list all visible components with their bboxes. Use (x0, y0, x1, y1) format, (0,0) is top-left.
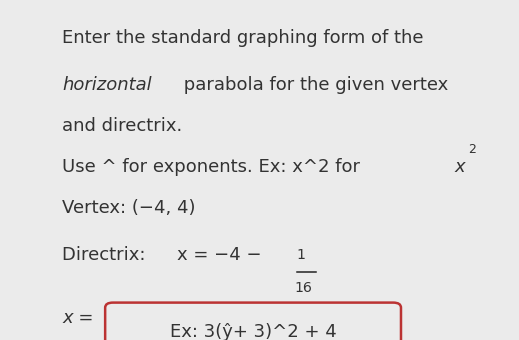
Text: horizontal: horizontal (62, 76, 152, 95)
Text: Ex: 3(ŷ+ 3)^2 + 4: Ex: 3(ŷ+ 3)^2 + 4 (170, 323, 336, 340)
FancyBboxPatch shape (105, 303, 401, 340)
Text: 2: 2 (468, 143, 476, 156)
Text: x: x (454, 158, 465, 176)
Text: parabola for the given vertex: parabola for the given vertex (178, 76, 448, 95)
Text: Vertex: (−4, 4): Vertex: (−4, 4) (62, 199, 196, 217)
Text: x =: x = (62, 309, 100, 327)
Text: 1: 1 (297, 248, 306, 262)
Text: Use ^ for exponents. Ex: x^2 for: Use ^ for exponents. Ex: x^2 for (62, 158, 366, 176)
Text: 16: 16 (294, 280, 312, 294)
Text: Directrix:: Directrix: (62, 246, 152, 265)
Text: x = −4 −: x = −4 − (177, 246, 268, 265)
Text: Enter the standard graphing form of the: Enter the standard graphing form of the (62, 29, 424, 47)
Text: and directrix.: and directrix. (62, 117, 183, 135)
